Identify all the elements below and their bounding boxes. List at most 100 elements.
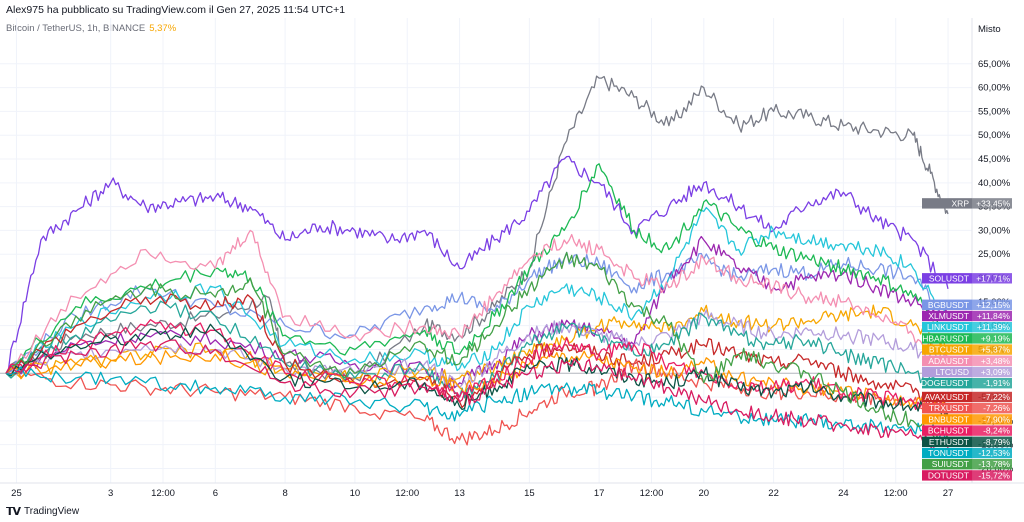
series-line-trxusdt [5, 358, 949, 446]
tag-value-bg [972, 198, 1012, 209]
tag-symbol-bg [922, 321, 972, 333]
tag-value-bg [972, 321, 1012, 333]
scale-mode-label[interactable]: Misto [978, 24, 1001, 35]
time-axis[interactable]: 25 3 12:00 6 8 10 12:00 13 15 17 12:00 20 22 24 12:00 2… [0, 482, 1024, 499]
title-bar: Alex975 ha pubblicato su TradingView.com… [0, 0, 1024, 20]
tag-ethusdt: ETHUSDT -8,79% [922, 436, 1012, 447]
tag-linkusdt: LINKUSDT +11,39% [922, 321, 1012, 333]
x-tick-label: 6 [213, 488, 218, 499]
tag-symbol-bg [922, 436, 972, 447]
footer-brand[interactable]: 𝗧𝗩 TradingView [6, 505, 79, 518]
y-tick-label: 65,00% [978, 59, 1011, 70]
series-line-bgbusdt [5, 251, 949, 374]
series-line-suiusdt [5, 251, 949, 440]
tag-dogeusdt: DOGEUSDT -1,91% [921, 377, 1012, 389]
x-tick-label: 8 [282, 488, 287, 499]
series-line-ltcusd [5, 309, 949, 389]
tag-value: -7,26% [983, 403, 1010, 413]
x-tick-label: 12:00 [640, 488, 664, 499]
tag-symbol: HBARUSDT [922, 333, 969, 343]
tag-symbol: BCHUSDT [928, 426, 969, 436]
x-tick-label: 27 [943, 488, 954, 499]
tag-value: +3,09% [981, 367, 1011, 377]
y-tick-label: 60,00% [978, 83, 1011, 94]
tag-btcusdt: BTCUSDT +5,37% [922, 344, 1012, 355]
tag-symbol-bg [922, 459, 972, 470]
tradingview-logo-icon: 𝗧𝗩 [6, 506, 21, 518]
tag-symbol-bg [922, 391, 972, 403]
tag-symbol-bg [922, 425, 972, 436]
tag-symbol: DOGEUSDT [921, 378, 969, 388]
tag-symbol: XRP [952, 198, 970, 208]
series-line-tonusdt [5, 366, 949, 440]
tag-symbol: BTCUSDT [929, 345, 969, 355]
x-tick-label: 12:00 [395, 488, 419, 499]
tag-value: +11,84% [977, 311, 1011, 321]
series-tags: XRP +33,45%SOLUSDT +17,71%BGBUSDT +12,15%XL… [921, 198, 1012, 481]
tag-xrp: XRP +33,45% [922, 198, 1012, 209]
tag-bnbusdt: BNBUSDT -7,90% [922, 414, 1012, 425]
tag-value-bg [972, 377, 1012, 389]
brand-label: TradingView [24, 506, 80, 517]
tag-symbol-bg [922, 333, 972, 344]
tag-value: +9,19% [981, 333, 1011, 343]
tag-value-bg [972, 391, 1012, 403]
tag-value: +33,45% [976, 198, 1010, 208]
x-tick-label: 25 [11, 488, 22, 499]
tag-symbol: BGBUSDT [928, 300, 969, 310]
tag-value: -8,24% [983, 426, 1010, 436]
tag-value-bg [972, 333, 1012, 344]
x-tick-label: 13 [454, 488, 465, 499]
tag-value-bg [972, 366, 1012, 378]
tag-symbol-bg [922, 366, 972, 378]
tag-symbol-bg [922, 273, 972, 284]
tag-value: -15,72% [978, 470, 1010, 480]
tag-value-bg [972, 403, 1012, 414]
series-line-dotusdt [5, 339, 949, 451]
x-tick-label: 3 [108, 488, 113, 499]
tag-xlmusdt: XLMUSDT +11,84% [922, 310, 1012, 322]
tag-symbol: LTCUSD [936, 367, 969, 377]
tag-hbarusdt: HBARUSDT +9,19% [922, 333, 1012, 344]
tag-value-bg [972, 344, 1012, 355]
y-tick-label: 50,00% [978, 130, 1011, 141]
tag-avaxusdt: AVAXUSDT -7,22% [922, 391, 1012, 403]
series-line-linkusdt [5, 206, 949, 374]
tag-value: +3,48% [981, 356, 1011, 366]
tag-symbol: XLMUSDT [928, 311, 969, 321]
tag-trxusdt: TRXUSDT -7,26% [922, 403, 1012, 414]
tag-adausdt: ADAUSDT +3,48% [922, 355, 1012, 366]
y-tick-label: 40,00% [978, 178, 1011, 189]
tag-value: -1,91% [983, 378, 1010, 388]
tag-value: -12,53% [978, 448, 1010, 458]
y-tick-label: 25,00% [978, 249, 1011, 260]
tag-value-bg [972, 459, 1012, 470]
tag-value-bg [972, 310, 1012, 322]
tag-value: +12,15% [976, 300, 1010, 310]
tag-value-bg [972, 447, 1012, 459]
y-tick-label: 30,00% [978, 225, 1011, 236]
tag-symbol-bg [922, 403, 972, 414]
tag-suiusdt: SUIUSDT -13,78% [922, 459, 1012, 470]
x-tick-label: 12:00 [151, 488, 175, 499]
series-line-solusdt [5, 155, 949, 374]
tag-value: +5,37% [981, 345, 1011, 355]
x-tick-label: 15 [524, 488, 535, 499]
tag-symbol-bg [922, 355, 972, 366]
tag-value-bg [972, 436, 1012, 447]
x-tick-label: 22 [768, 488, 779, 499]
tag-symbol: DOTUSDT [928, 470, 969, 480]
tag-bgbusdt: BGBUSDT +12,15% [922, 299, 1012, 310]
tag-value: -7,90% [983, 414, 1010, 424]
tag-symbol: ETHUSDT [929, 437, 969, 447]
tag-symbol: LINKUSDT [927, 322, 969, 332]
tag-symbol: TRXUSDT [929, 403, 969, 413]
tag-value-bg [972, 299, 1012, 310]
tag-tonusdt: TONUSDT -12,53% [922, 447, 1012, 459]
tag-symbol-bg [922, 310, 972, 322]
tag-value: +17,71% [976, 273, 1010, 283]
tag-symbol: AVAXUSDT [924, 392, 969, 402]
tag-ltcusd: LTCUSD +3,09% [922, 366, 1012, 378]
tag-value: +11,39% [977, 322, 1011, 332]
